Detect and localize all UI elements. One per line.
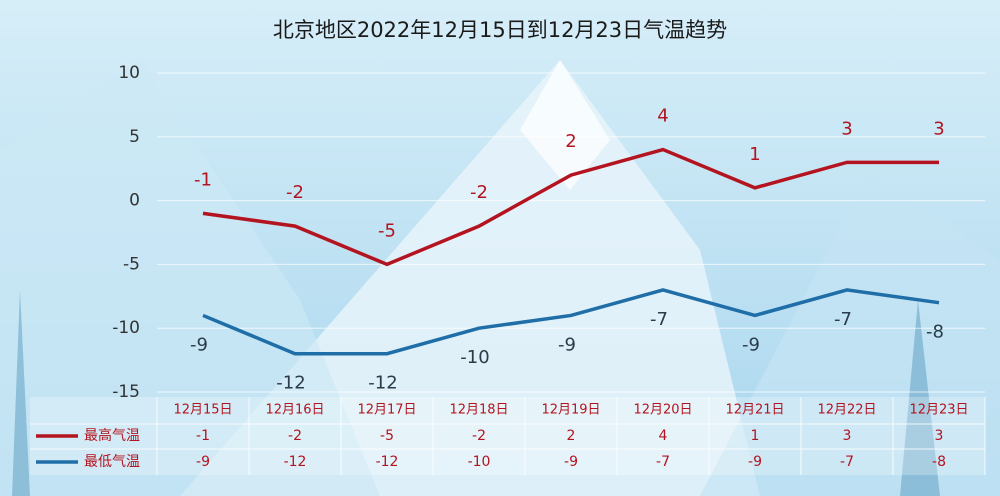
table-value: 3 xyxy=(935,428,944,444)
data-label: -10 xyxy=(460,347,489,368)
tree xyxy=(900,300,940,496)
chart-title: 北京地区2022年12月15日到12月23日气温趋势 xyxy=(273,18,727,42)
x-tick-label: 12月21日 xyxy=(725,403,784,418)
y-tick-label: 5 xyxy=(129,127,140,147)
y-tick-label: 0 xyxy=(129,191,140,211)
table-value: -8 xyxy=(932,454,946,470)
y-tick-label: -15 xyxy=(112,382,140,402)
data-label: 3 xyxy=(841,118,852,139)
table-value: -1 xyxy=(196,428,210,444)
table-value: -2 xyxy=(472,428,486,444)
data-label: 1 xyxy=(749,144,760,165)
x-tick-label: 12月16日 xyxy=(265,403,324,418)
legend-label: 最低气温 xyxy=(84,454,140,470)
mountain-snow xyxy=(520,60,610,190)
table-value: -10 xyxy=(468,454,491,470)
data-table xyxy=(30,397,985,475)
data-label: -7 xyxy=(834,309,852,330)
data-label: -7 xyxy=(650,309,668,330)
data-label: -1 xyxy=(194,169,212,190)
data-label: -5 xyxy=(378,220,396,241)
table-value: 2 xyxy=(567,428,576,444)
x-tick-label: 12月19日 xyxy=(541,403,600,418)
tree xyxy=(12,290,30,496)
x-tick-label: 12月23日 xyxy=(909,403,968,418)
legend-label: 最高气温 xyxy=(84,427,140,444)
x-tick-label: 12月15日 xyxy=(173,403,232,418)
data-label: -9 xyxy=(190,334,208,355)
table-value: -9 xyxy=(196,454,210,470)
y-tick-label: 10 xyxy=(118,63,140,83)
table-value: -9 xyxy=(748,454,762,470)
table-value: 3 xyxy=(843,428,852,444)
line xyxy=(202,288,940,356)
table-value: -9 xyxy=(564,454,578,470)
line xyxy=(202,147,939,267)
data-label: -9 xyxy=(742,334,760,355)
table-value: -12 xyxy=(376,454,399,470)
x-tick-label: 12月22日 xyxy=(817,403,876,418)
data-label: -2 xyxy=(470,182,488,203)
data-label: -12 xyxy=(276,373,305,394)
table-value: -12 xyxy=(284,454,307,470)
data-label: 3 xyxy=(933,118,944,139)
x-tick-label: 12月20日 xyxy=(633,403,692,418)
table-value: -2 xyxy=(288,428,302,444)
y-tick-label: -10 xyxy=(112,318,140,338)
data-label: -9 xyxy=(558,334,576,355)
data-label: -8 xyxy=(926,322,944,343)
y-tick-label: -5 xyxy=(123,254,140,274)
table-value: 4 xyxy=(659,428,668,444)
x-tick-label: 12月18日 xyxy=(449,403,508,418)
table-value: 1 xyxy=(751,428,760,444)
mountain xyxy=(0,60,380,496)
data-label: -2 xyxy=(286,182,304,203)
table-value: -5 xyxy=(380,428,394,444)
data-label: 4 xyxy=(657,106,668,127)
data-label: -12 xyxy=(368,373,397,394)
table-value: -7 xyxy=(840,454,854,470)
x-tick-label: 12月17日 xyxy=(357,403,416,418)
table-value: -7 xyxy=(656,454,670,470)
data-label: 2 xyxy=(565,131,576,152)
